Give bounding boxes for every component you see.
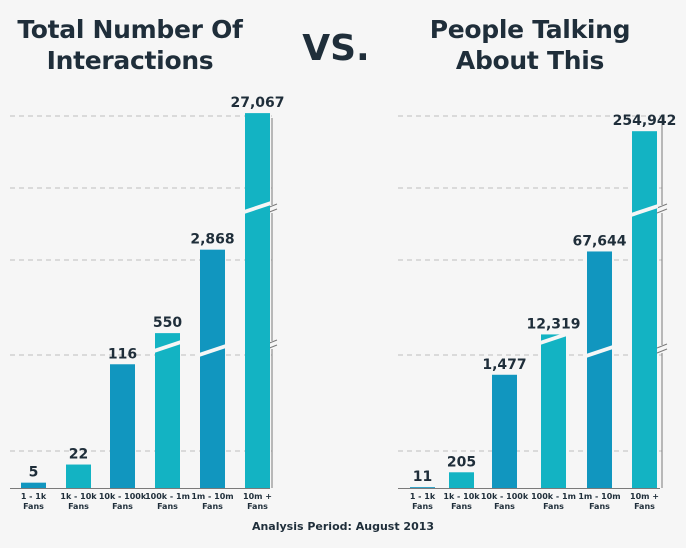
bar [492, 374, 517, 488]
value-label: 205 [447, 454, 476, 470]
value-label: 254,942 [613, 113, 677, 129]
category-label: 10k - 100k [481, 492, 529, 501]
right-title-line1: People Talking [429, 15, 631, 44]
value-label: 550 [153, 315, 182, 331]
value-label: 22 [69, 447, 88, 463]
category-label-unit: Fans [412, 502, 433, 511]
right-chart-title: People Talking About This [400, 14, 660, 76]
left-title-line1: Total Number Of [17, 15, 243, 44]
bar-break-cut [586, 345, 613, 358]
category-label: 1 - 1k [410, 492, 436, 501]
category-label: 1m - 10m [191, 492, 233, 501]
value-label: 27,067 [230, 95, 284, 111]
value-label: 12,319 [526, 316, 580, 332]
category-label: 1 - 1k [21, 492, 47, 501]
bar [449, 472, 474, 488]
bar [541, 334, 566, 488]
bar-break-cut [154, 340, 181, 353]
left-title-line2: Interactions [46, 46, 214, 75]
bar [245, 113, 270, 488]
category-label: 10k - 100k [99, 492, 147, 501]
versus-label: VS. [302, 28, 370, 69]
bar [632, 131, 657, 488]
bar [410, 487, 435, 488]
bar [200, 249, 225, 488]
category-label-unit: Fans [589, 502, 610, 511]
category-label-unit: Fans [451, 502, 472, 511]
bar [21, 482, 46, 488]
category-label-unit: Fans [634, 502, 655, 511]
category-label-unit: Fans [494, 502, 515, 511]
category-label: 1k - 10k [443, 492, 480, 501]
bar [110, 364, 135, 488]
value-label: 116 [108, 346, 137, 362]
category-label-unit: Fans [247, 502, 268, 511]
category-label: 100k - 1m [531, 492, 576, 501]
category-label-unit: Fans [112, 502, 133, 511]
category-label-unit: Fans [23, 502, 44, 511]
bar [155, 333, 180, 488]
bar-break-cut [199, 344, 226, 357]
category-label: 1m - 10m [578, 492, 620, 501]
analysis-period: Analysis Period: August 2013 [251, 520, 435, 533]
category-label-unit: Fans [202, 502, 223, 511]
category-label-unit: Fans [543, 502, 564, 511]
left-chart-title: Total Number Of Interactions [10, 14, 250, 76]
value-label: 11 [413, 469, 432, 485]
right-title-line2: About This [455, 46, 605, 75]
value-label: 5 [29, 465, 39, 481]
category-label-unit: Fans [157, 502, 178, 511]
bar [66, 464, 91, 488]
category-label-unit: Fans [68, 502, 89, 511]
axis-break-mark [656, 203, 668, 214]
bar-break-cut [540, 332, 567, 345]
category-label: 1k - 10k [60, 492, 97, 501]
bar [587, 251, 612, 488]
bar-break-cut [244, 201, 271, 214]
category-label: 10m + [243, 492, 272, 501]
bar-break-cut [631, 204, 658, 217]
value-label: 2,868 [190, 232, 234, 248]
value-label: 1,477 [482, 357, 526, 373]
category-label: 100k - 1m [145, 492, 190, 501]
axis-break-mark [656, 343, 668, 354]
category-label: 10m + [630, 492, 659, 501]
value-label: 67,644 [572, 233, 626, 249]
